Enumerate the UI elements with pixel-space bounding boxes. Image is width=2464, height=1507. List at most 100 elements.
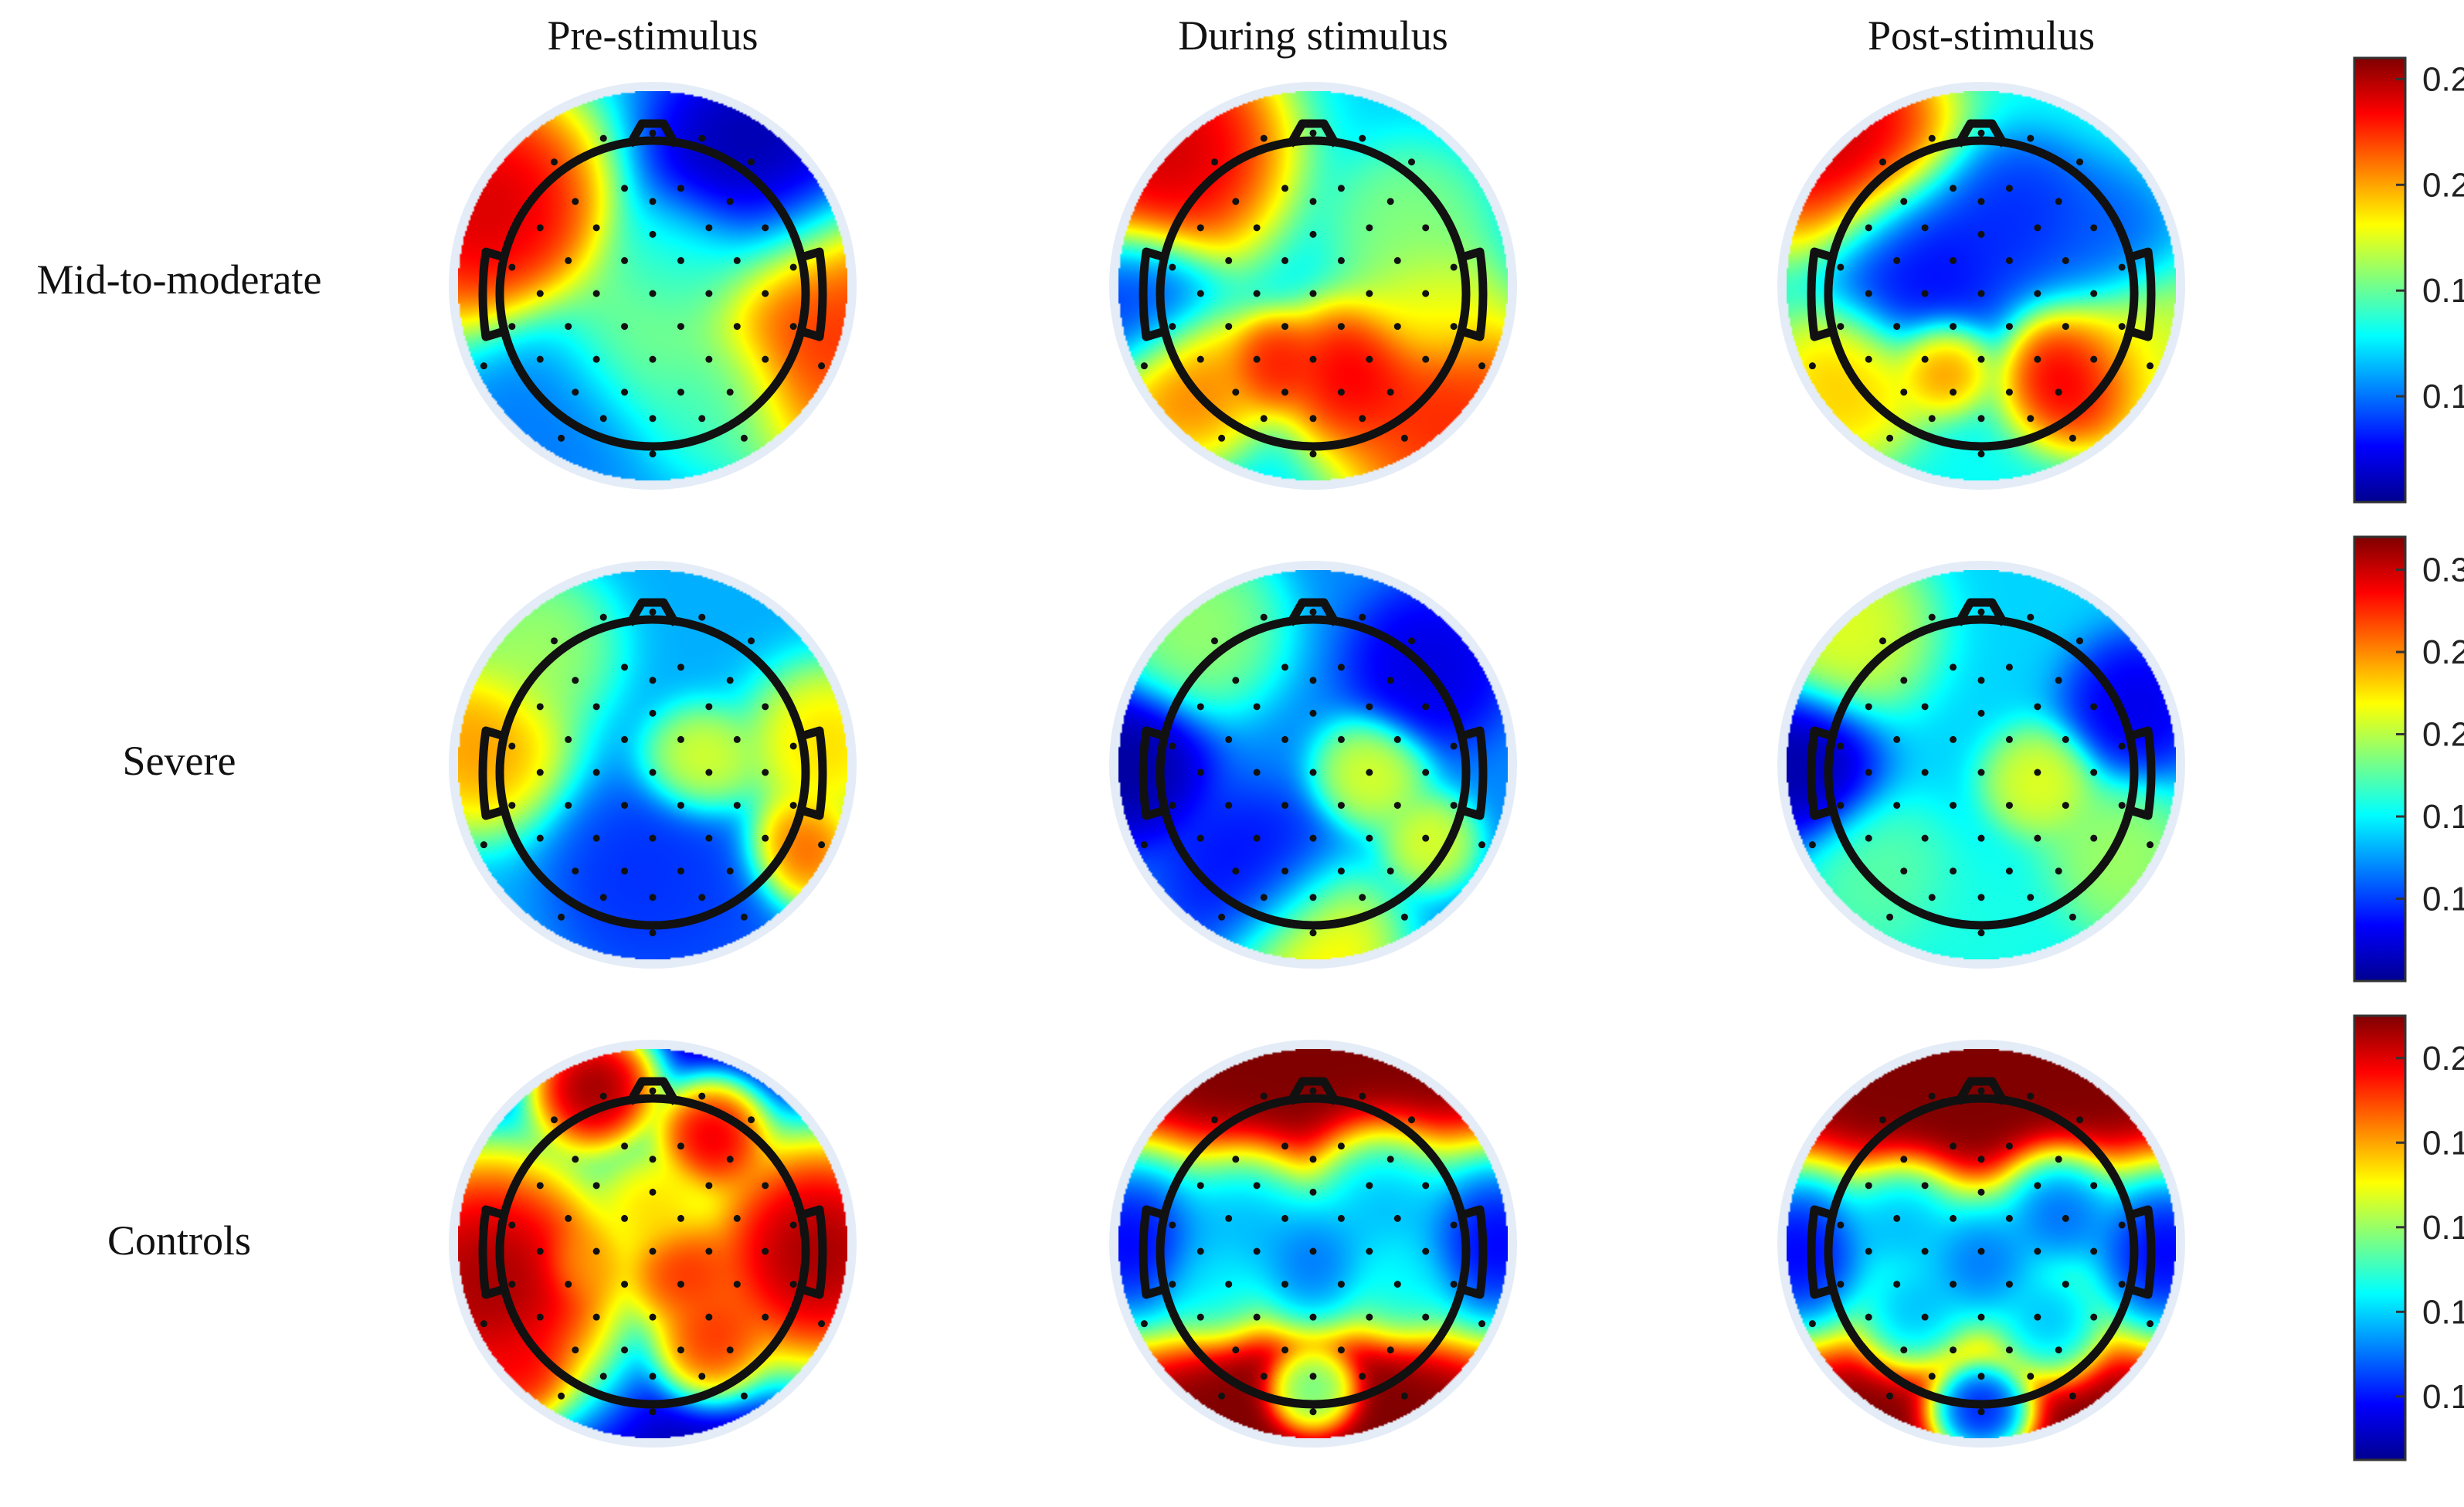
electrode-dot — [705, 355, 713, 363]
electrode-dot — [733, 323, 741, 331]
electrode-dot — [1232, 198, 1240, 205]
electrode-dot — [2027, 134, 2035, 142]
electrode-dot — [1386, 1346, 1394, 1354]
electrode-dot — [2062, 1281, 2069, 1288]
electrode-dot — [2090, 290, 2098, 297]
head-outline — [1824, 615, 2139, 930]
electrode-dot — [536, 290, 544, 297]
colorbar-tick-label: 0.25 — [2422, 60, 2464, 98]
electrode-dot — [649, 608, 657, 616]
electrode-dot — [1309, 929, 1317, 937]
scalp-field — [1118, 91, 1508, 480]
electrode-dot — [2005, 1214, 2013, 1222]
electrode-dot — [1366, 290, 1373, 297]
electrode-dot — [621, 323, 629, 331]
electrode-dot — [2034, 703, 2041, 711]
electrode-dot — [1359, 415, 1366, 423]
electrode-dot — [1337, 1214, 1345, 1222]
electrode-dot — [1408, 158, 1416, 166]
electrode-dot — [762, 1182, 769, 1190]
electrode-dot — [1260, 415, 1268, 423]
electrode-dot — [649, 834, 657, 842]
electrode-dot — [2076, 637, 2084, 645]
electrode-dot — [1196, 355, 1204, 363]
electrode-dot — [1309, 709, 1317, 717]
electrode-dot — [592, 224, 600, 232]
electrode-dot — [621, 389, 629, 396]
electrode-dot — [621, 1142, 629, 1150]
electrode-dot — [705, 1247, 713, 1255]
electrode-dot — [2090, 703, 2098, 711]
electrode-dot — [1900, 677, 1908, 684]
electrode-dot — [1337, 185, 1345, 192]
electrode-dot — [1921, 703, 1929, 711]
electrode-dot — [1337, 735, 1345, 743]
head-outline — [1824, 1094, 2139, 1409]
column-title-pre-stimulus: Pre-stimulus — [547, 12, 758, 59]
electrode-dot — [1253, 290, 1261, 297]
colorbar-tick-label: 0.15 — [2422, 272, 2464, 310]
electrode-dot — [536, 224, 544, 232]
electrode-dot — [1950, 735, 1957, 743]
electrode-dot — [2147, 841, 2154, 849]
electrode-dot — [1210, 158, 1218, 166]
electrode-dot — [1260, 1092, 1268, 1100]
electrode-dot — [698, 1092, 706, 1100]
electrode-dot — [536, 769, 544, 776]
electrode-dot — [1196, 1313, 1204, 1321]
electrode-dot — [677, 1214, 684, 1222]
electrode-dot — [1977, 1408, 1985, 1416]
electrode-dot — [1450, 742, 1458, 750]
colorbar-tick-label: 0.18 — [2422, 1124, 2464, 1162]
electrode-dot — [1886, 913, 1894, 921]
electrode-dot — [1950, 867, 1957, 875]
electrode-dot — [1808, 841, 1816, 849]
electrode-dot — [649, 1313, 657, 1321]
electrode-dot — [1400, 913, 1408, 921]
electrode-dot — [508, 802, 516, 810]
electrode-dot — [572, 867, 579, 875]
left-ear-outline — [1139, 247, 1163, 341]
electrode-dot — [1893, 323, 1901, 331]
electrode-dot — [599, 415, 607, 423]
electrode-dot — [621, 1346, 629, 1354]
electrode-dot — [733, 1214, 741, 1222]
electrode-dot — [2069, 1392, 2076, 1400]
electrode-dot — [1169, 1221, 1176, 1229]
electrode-dot — [1928, 415, 1936, 423]
electrode-dot — [789, 742, 797, 750]
electrode-dot — [1196, 224, 1204, 232]
electrode-dot — [1977, 1087, 1985, 1095]
electrode-dot — [1232, 389, 1240, 396]
electrode-dot — [1210, 637, 1218, 645]
electrode-dot — [1281, 323, 1289, 331]
electrode-dot — [726, 1346, 734, 1354]
electrode-dot — [762, 769, 769, 776]
electrode-dot — [1900, 1156, 1908, 1163]
electrode-dot — [1837, 802, 1845, 810]
electrode-dot — [733, 802, 741, 810]
electrode-dot — [1337, 1142, 1345, 1150]
electrode-dot — [698, 613, 706, 621]
electrode-dot — [649, 929, 657, 937]
electrode-dot — [1309, 1188, 1317, 1196]
electrode-dot — [1281, 664, 1289, 671]
electrode-dot — [1196, 703, 1204, 711]
electrode-dot — [1309, 355, 1317, 363]
electrode-dot — [2005, 323, 2013, 331]
electrode-dot — [1837, 742, 1845, 750]
electrode-dot — [2062, 735, 2069, 743]
electrode-dot — [726, 677, 734, 684]
electrode-dot — [649, 894, 657, 901]
electrode-dot — [1281, 1214, 1289, 1222]
electrode-dot — [599, 894, 607, 901]
electrode-dot — [1309, 129, 1317, 137]
electrode-dot — [1309, 450, 1317, 458]
electrode-dot — [1337, 256, 1345, 264]
electrode-dot — [1950, 1142, 1957, 1150]
left-ear-outline — [1139, 1205, 1163, 1299]
left-ear-outline — [1807, 1205, 1831, 1299]
electrode-dot — [2062, 1214, 2069, 1222]
electrode-dot — [762, 224, 769, 232]
electrode-dot — [1225, 256, 1233, 264]
